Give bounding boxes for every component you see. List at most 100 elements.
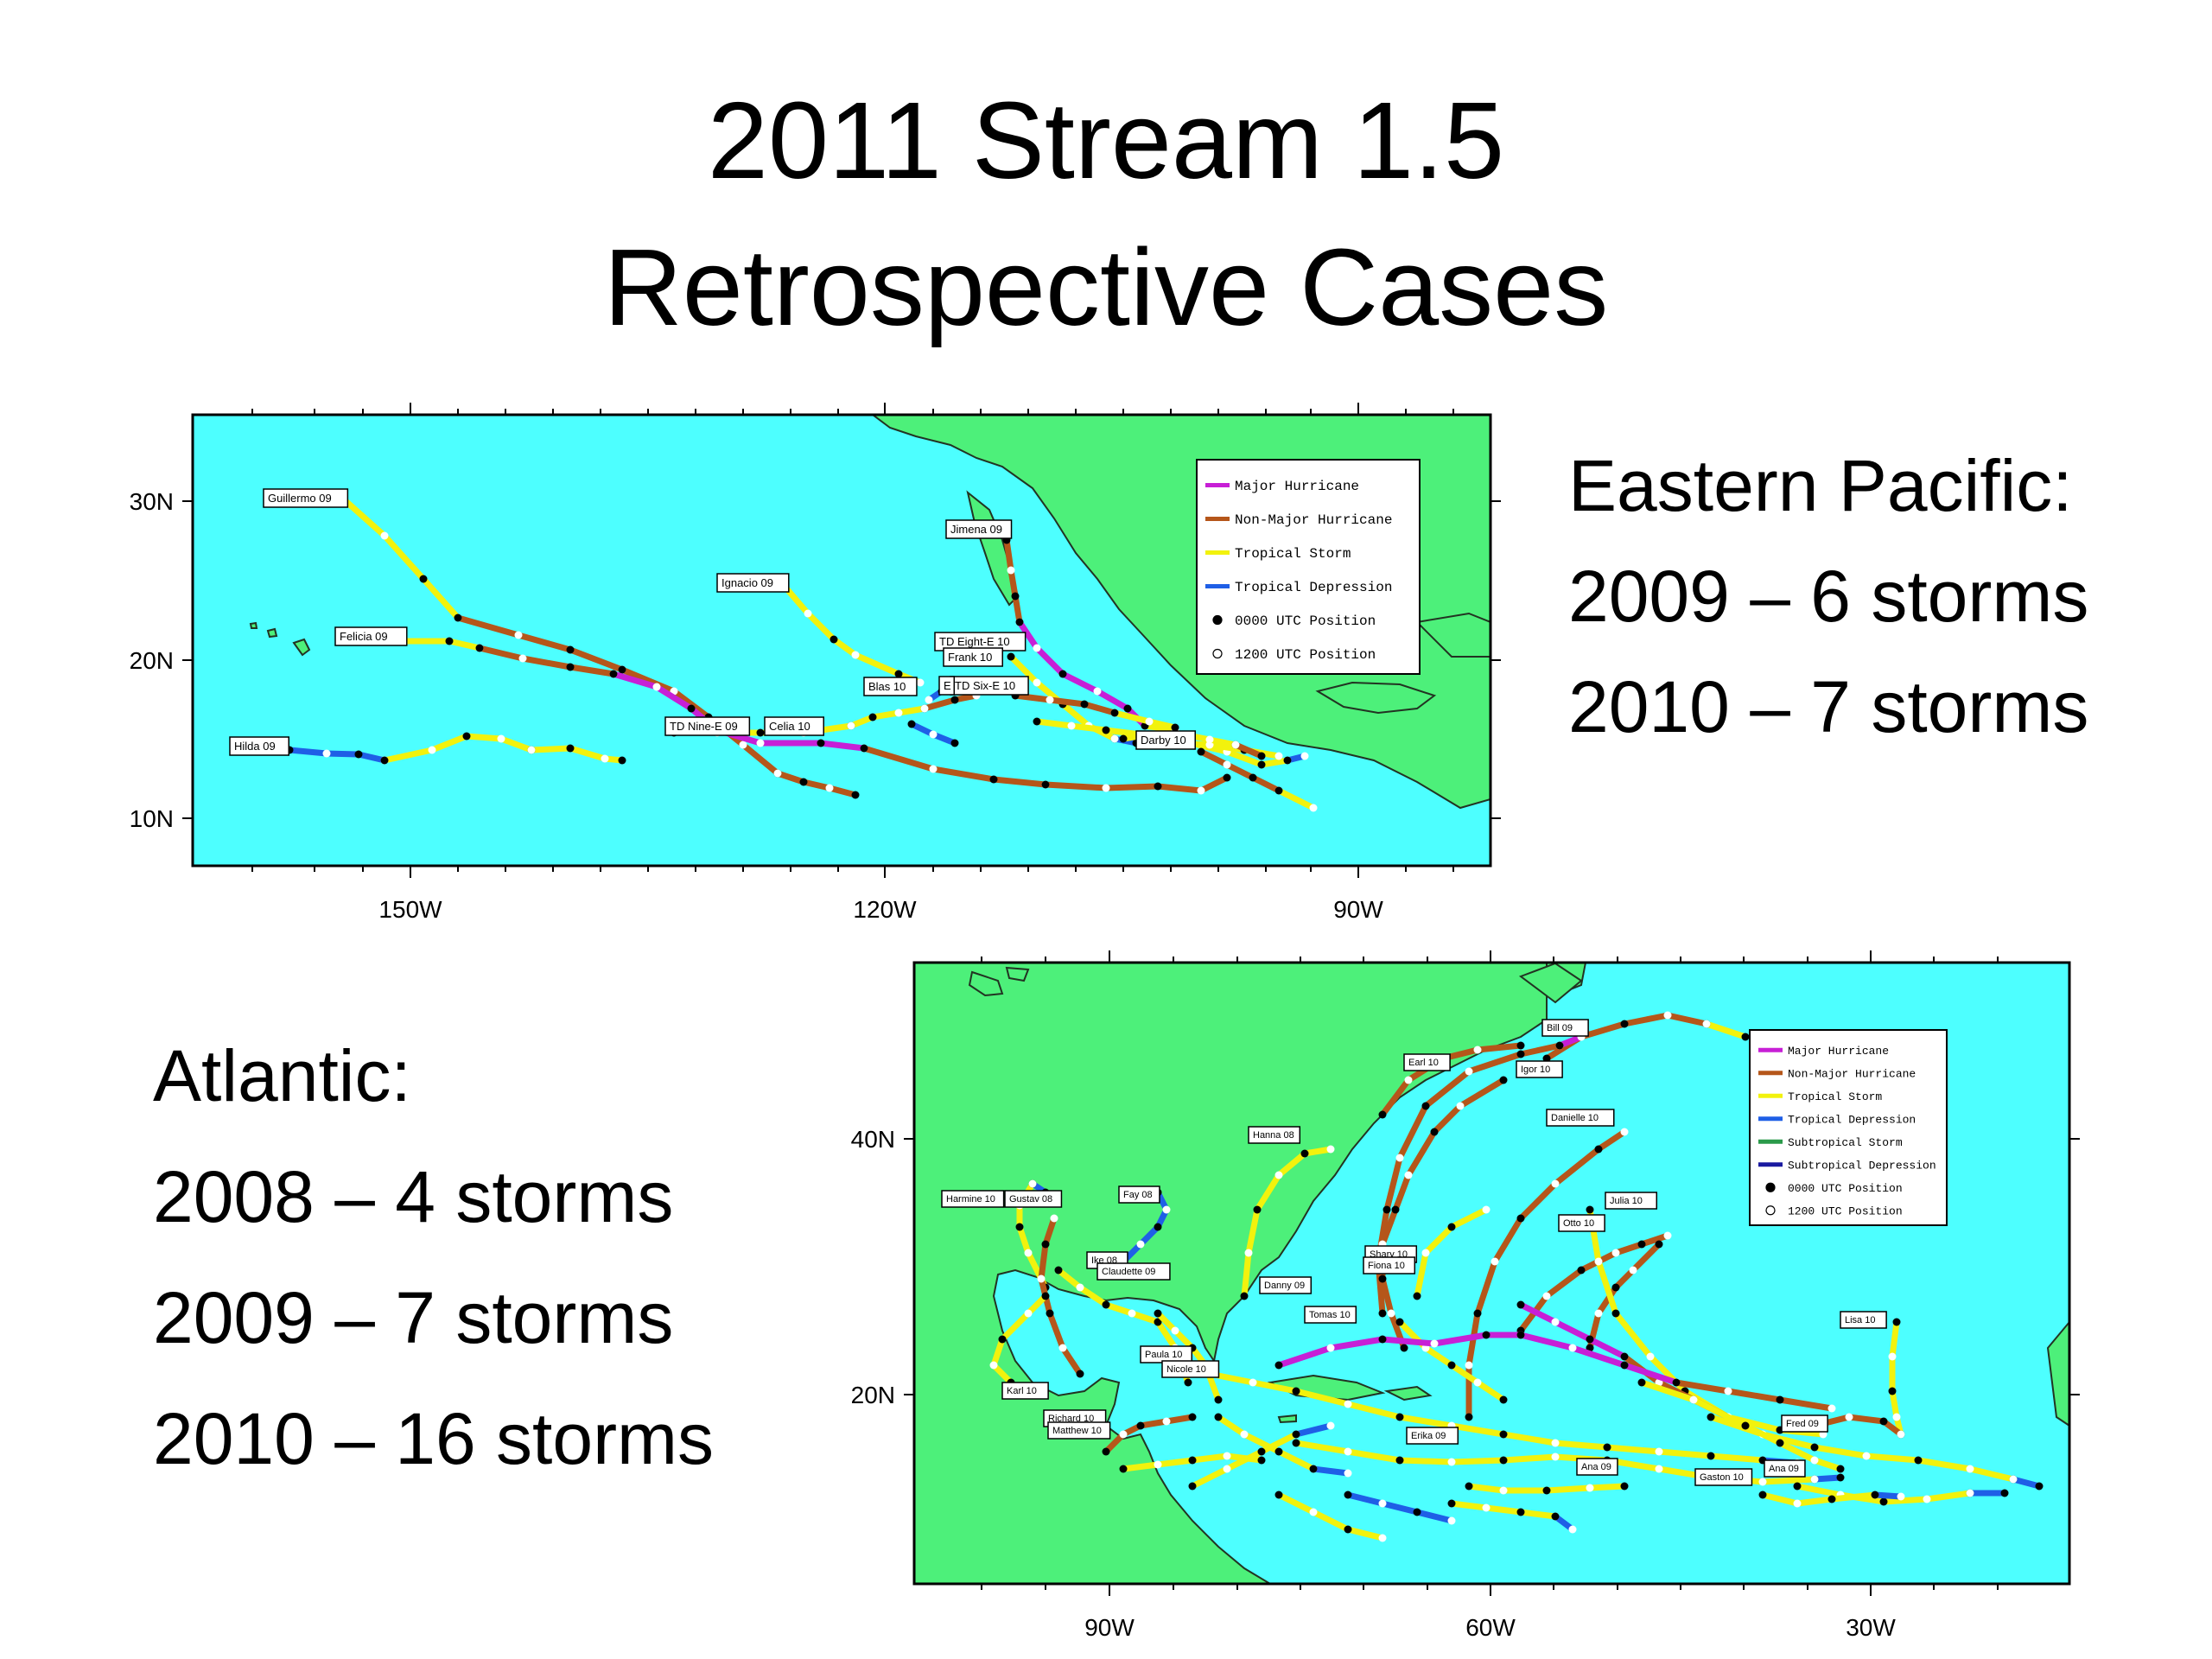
epac-legend-marker — [1212, 648, 1223, 659]
position-0000-utc-marker — [1154, 1309, 1162, 1318]
atl-storm-label: Hanna 08 — [1248, 1126, 1301, 1144]
position-1200-utc-marker — [1136, 730, 1145, 739]
atl-storm-label: Nicole 10 — [1161, 1360, 1220, 1378]
storm-track-segment — [1552, 1513, 1576, 1533]
position-1200-utc-marker — [1378, 1499, 1387, 1508]
position-0000-utc-marker — [1637, 1240, 1646, 1249]
position-1200-utc-marker — [925, 696, 933, 704]
storm-track-segment — [774, 770, 859, 798]
storm-track-segment — [921, 692, 980, 712]
position-0000-utc-marker — [2009, 1475, 2018, 1484]
epac-storm-label: E — [938, 676, 956, 696]
position-1200-utc-marker — [1594, 1309, 1603, 1318]
position-0000-utc-marker — [1620, 1020, 1629, 1028]
position-0000-utc-marker — [1395, 1413, 1404, 1421]
position-1200-utc-marker — [1326, 1344, 1335, 1352]
position-1200-utc-marker — [670, 687, 678, 696]
position-0000-utc-marker — [713, 726, 721, 734]
position-1200-utc-marker — [1793, 1459, 1802, 1467]
storm-track-segment — [476, 645, 617, 677]
storm-track-segment — [671, 722, 855, 736]
position-0000-utc-marker — [1214, 1413, 1223, 1421]
position-0000-utc-marker — [1231, 741, 1240, 749]
position-1200-utc-marker — [1374, 1257, 1382, 1266]
position-0000-utc-marker — [1758, 1456, 1767, 1465]
position-0000-utc-marker — [1274, 1361, 1283, 1370]
atl-legend-label: 0000 UTC Position — [1788, 1182, 1903, 1195]
epac-storm-label-text: Celia 10 — [769, 720, 810, 733]
storm-track-segment — [1111, 735, 1140, 747]
position-1200-utc-marker — [1050, 1214, 1058, 1223]
position-0000-utc-marker — [1257, 1447, 1266, 1456]
position-1200-utc-marker — [1421, 1344, 1430, 1352]
position-0000-utc-marker — [1836, 1465, 1845, 1473]
position-0000-utc-marker — [830, 635, 838, 644]
epac-storm-label-text: Frank 10 — [948, 651, 992, 664]
position-0000-utc-marker — [1041, 780, 1050, 789]
storm-track-segment — [528, 745, 626, 764]
position-0000-utc-marker — [1002, 536, 1011, 544]
position-0000-utc-marker — [1447, 1223, 1456, 1231]
storm-track-segment — [454, 614, 626, 673]
position-0000-utc-marker — [1154, 782, 1162, 791]
position-0000-utc-marker — [454, 613, 462, 622]
position-1200-utc-marker — [609, 670, 618, 678]
position-0000-utc-marker — [1058, 700, 1067, 709]
atl-legend-box — [1749, 1029, 1948, 1226]
position-1200-utc-marker — [1819, 1430, 1827, 1439]
atl-storm-label: Ana 09 — [1576, 1458, 1618, 1476]
position-1200-utc-marker — [1827, 1404, 1836, 1413]
storm-track-segment — [1293, 1440, 1818, 1485]
epac-legend-box — [1196, 459, 1421, 675]
atl-legend-label: Tropical Depression — [1788, 1113, 1916, 1126]
position-1200-utc-marker — [1119, 1430, 1128, 1439]
position-1200-utc-marker — [847, 721, 855, 730]
position-0000-utc-marker — [1499, 1456, 1508, 1465]
position-0000-utc-marker — [1551, 1512, 1560, 1521]
position-1200-utc-marker — [1551, 1318, 1560, 1326]
atl-storm-label-text: Ana 09 — [1581, 1462, 1611, 1472]
slide-title-line1: 2011 Stream 1.5 — [707, 79, 1505, 201]
atl-storm-label-text: Harmine 10 — [946, 1194, 995, 1205]
storm-track-segment — [1103, 1414, 1196, 1455]
position-1200-utc-marker — [1758, 1430, 1767, 1439]
position-1200-utc-marker — [1249, 1378, 1257, 1387]
position-0000-utc-marker — [1681, 1387, 1689, 1395]
position-0000-utc-marker — [1827, 1495, 1836, 1503]
position-1200-utc-marker — [1292, 1430, 1300, 1439]
position-1200-utc-marker — [1447, 1516, 1456, 1525]
position-0000-utc-marker — [1041, 1240, 1050, 1249]
position-1200-utc-marker — [1015, 618, 1024, 626]
position-0000-utc-marker — [938, 687, 946, 696]
epac-storm-label-text: TD Nine-E 09 — [670, 720, 738, 733]
position-1200-utc-marker — [1084, 721, 1093, 730]
position-0000-utc-marker — [1041, 1292, 1050, 1300]
storm-track-segment — [908, 721, 958, 747]
atl-storm-label-text: Claudette 09 — [1102, 1267, 1155, 1277]
storm-track-segment — [714, 727, 868, 752]
position-1200-utc-marker — [380, 531, 389, 540]
position-1200-utc-marker — [989, 1361, 998, 1370]
storm-track-segment — [1232, 741, 1265, 760]
position-0000-utc-marker — [1136, 1421, 1145, 1430]
position-0000-utc-marker — [756, 728, 765, 737]
epac-storm-label-text: TD Six-E 10 — [955, 679, 1015, 692]
position-0000-utc-marker — [1758, 1491, 1767, 1499]
storm-track-segment — [1241, 1146, 1334, 1300]
position-0000-utc-marker — [1007, 1378, 1015, 1387]
position-1200-utc-marker — [1128, 1309, 1136, 1318]
storm-track-segment — [1310, 1465, 1351, 1477]
atl-legend-label: Tropical Storm — [1788, 1090, 1882, 1103]
position-0000-utc-marker — [1793, 1482, 1802, 1491]
position-0000-utc-marker — [1188, 1344, 1197, 1352]
position-1200-utc-marker — [1046, 696, 1054, 704]
position-0000-utc-marker — [566, 744, 575, 753]
position-1200-utc-marker — [618, 665, 626, 674]
epac-legend-label: 0000 UTC Position — [1235, 613, 1376, 629]
position-0000-utc-marker — [1080, 700, 1089, 709]
atl-storm-label-text: Erika 09 — [1411, 1431, 1446, 1441]
position-1200-utc-marker — [756, 739, 765, 747]
storm-track-segment — [1154, 1310, 1222, 1403]
atl-storm-label-text: Bill 09 — [1547, 1023, 1573, 1033]
position-1200-utc-marker — [1326, 1145, 1335, 1154]
